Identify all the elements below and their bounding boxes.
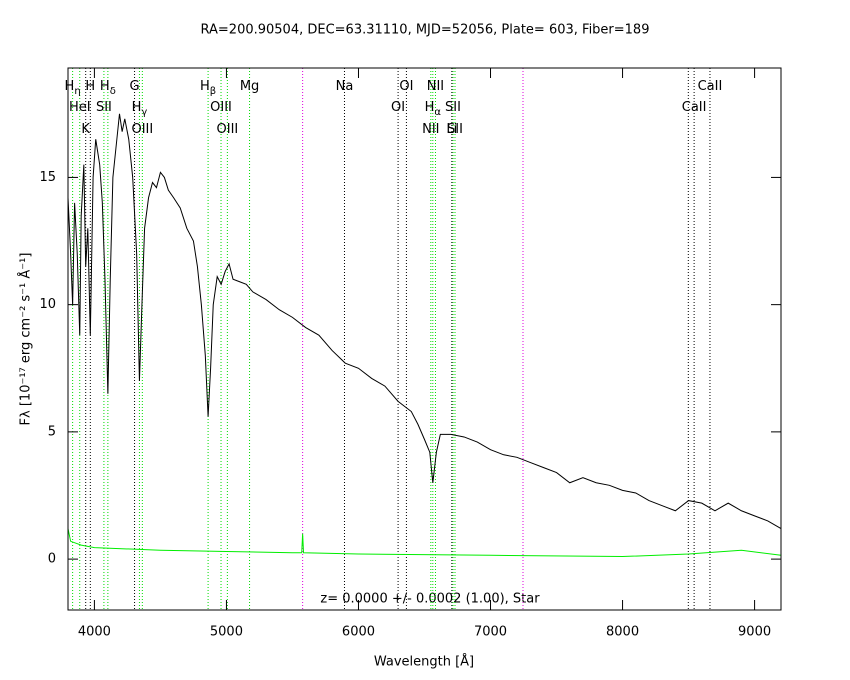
line-label: Li bbox=[446, 122, 457, 137]
line-label-text: H bbox=[65, 79, 75, 94]
y-tick-label: 0 bbox=[48, 552, 56, 567]
y-tick-label: 5 bbox=[48, 424, 56, 439]
line-label-text: H bbox=[132, 100, 142, 115]
line-label-sub: η bbox=[74, 86, 80, 97]
line-label: CaII bbox=[698, 79, 723, 94]
line-label-text: Li bbox=[446, 122, 457, 137]
x-tick-label: 5000 bbox=[210, 625, 243, 640]
annotation: z= 0.0000 +/- 0.0002 (1.00), Star bbox=[320, 592, 540, 607]
plot-frame bbox=[67, 67, 782, 611]
spectrum-line bbox=[67, 528, 782, 558]
line-label-text: H bbox=[200, 79, 210, 94]
x-tick-label: 6000 bbox=[342, 625, 375, 640]
y-axis-label: Fλ [10⁻¹⁷ erg cm⁻² s⁻¹ Å⁻¹] bbox=[18, 253, 34, 426]
line-label: CaII bbox=[682, 100, 707, 115]
y-tick-label: 15 bbox=[39, 170, 56, 185]
x-tick-label: 8000 bbox=[606, 625, 639, 640]
y-tick-label: 10 bbox=[39, 297, 56, 312]
line-label: H bbox=[85, 79, 95, 94]
line-label-text: H bbox=[100, 79, 110, 94]
chart-title: RA=200.90504, DEC=63.31110, MJD=52056, P… bbox=[201, 23, 650, 38]
line-label: OI bbox=[391, 100, 405, 115]
line-label: Hβ bbox=[200, 79, 216, 98]
line-label: SII bbox=[447, 122, 463, 137]
line-label-sub: γ bbox=[141, 107, 147, 118]
line-label-text: OIII bbox=[210, 100, 232, 115]
line-label: OIII bbox=[131, 122, 153, 137]
line-label-sub: δ bbox=[110, 86, 116, 97]
line-label: SII bbox=[96, 100, 112, 115]
line-label-text: OI bbox=[391, 100, 405, 115]
line-label-text: SII bbox=[96, 100, 112, 115]
line-label-text: NII bbox=[422, 122, 439, 137]
spectrum-line bbox=[67, 113, 782, 530]
line-label-text: OIII bbox=[131, 122, 153, 137]
x-tick-label: 9000 bbox=[738, 625, 771, 640]
line-label: NII bbox=[422, 122, 439, 137]
line-label: K bbox=[81, 122, 90, 137]
x-tick-label: 4000 bbox=[78, 625, 111, 640]
line-label: Hα bbox=[425, 100, 442, 119]
line-label-text: CaII bbox=[698, 79, 723, 94]
line-label-text: H bbox=[425, 100, 435, 115]
line-label: Hγ bbox=[132, 100, 148, 119]
line-label-text: SII bbox=[447, 122, 463, 137]
line-label: OIII bbox=[217, 122, 239, 137]
line-label: OI bbox=[399, 79, 413, 94]
line-label: G bbox=[130, 79, 140, 94]
line-label-text: H bbox=[85, 79, 95, 94]
line-label-text: K bbox=[81, 122, 90, 137]
line-label: Hη bbox=[65, 79, 81, 98]
line-label: NII bbox=[427, 79, 444, 94]
line-label: Hδ bbox=[100, 79, 116, 98]
line-label-text: G bbox=[130, 79, 140, 94]
line-label-text: Na bbox=[336, 79, 354, 94]
line-label-text: HeI bbox=[69, 100, 91, 115]
line-label-text: Mg bbox=[240, 79, 259, 94]
line-label-sub: β bbox=[210, 86, 216, 97]
x-tick-label: 7000 bbox=[474, 625, 507, 640]
line-label: Na bbox=[336, 79, 354, 94]
line-label-text: SII bbox=[445, 100, 461, 115]
x-axis-label: Wavelength [Å] bbox=[374, 654, 474, 670]
line-label: HeI bbox=[69, 100, 91, 115]
line-label: Mg bbox=[240, 79, 259, 94]
line-label-text: CaII bbox=[682, 100, 707, 115]
line-label: OIII bbox=[210, 100, 232, 115]
line-label: SII bbox=[445, 100, 461, 115]
line-label-sub: α bbox=[434, 107, 441, 118]
line-label-text: NII bbox=[427, 79, 444, 94]
line-label-text: OI bbox=[399, 79, 413, 94]
line-label-text: OIII bbox=[217, 122, 239, 137]
